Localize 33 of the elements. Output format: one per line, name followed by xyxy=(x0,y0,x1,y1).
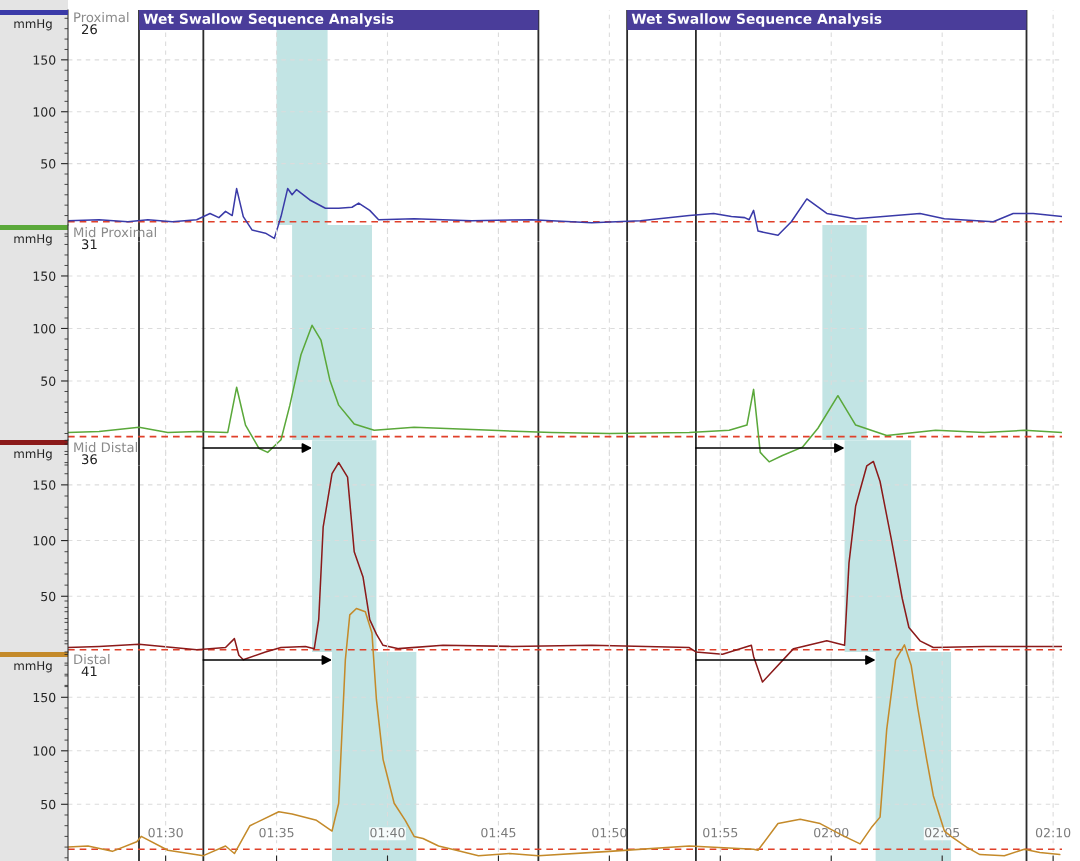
chart-title: Mid Distal xyxy=(74,442,138,453)
x-tick-label: 01:40 xyxy=(370,827,405,838)
line-series xyxy=(68,324,1062,463)
x-tick-label: 02:10 xyxy=(1035,827,1071,838)
text: 41 xyxy=(81,666,97,677)
y-axis-title: mmHg xyxy=(14,661,52,673)
text: 31 xyxy=(82,239,97,250)
y-tick-label: 50 xyxy=(41,376,56,386)
y-tick-label: 100 xyxy=(33,323,56,334)
text: 26 xyxy=(81,24,97,35)
x-tick-label: 01:35 xyxy=(259,827,294,838)
y-tick-label: 150 xyxy=(33,271,56,281)
line-series xyxy=(68,187,1062,240)
y-tick-label: 50 xyxy=(41,799,56,810)
y-tick-label: 100 xyxy=(33,107,56,117)
text: 36 xyxy=(82,454,97,465)
text: Distal xyxy=(74,654,110,665)
band-label: Wet Swallow Sequence Analysis xyxy=(143,13,394,27)
y-axis-title: mmHg xyxy=(14,449,52,461)
x-tick-label: 01:45 xyxy=(481,827,516,838)
y-tick-label: 50 xyxy=(41,591,56,602)
y-axis-title: mmHg xyxy=(14,19,52,31)
y-axis-title: mmHg xyxy=(14,234,52,246)
x-tick-label: 01:55 xyxy=(703,827,738,838)
chart-title: Proximal xyxy=(74,12,129,23)
y-tick-label: 150 xyxy=(33,480,56,490)
y-tick-label: 100 xyxy=(33,536,56,546)
y-tick-label: 150 xyxy=(33,55,56,65)
x-tick-label: 01:30 xyxy=(148,827,183,838)
band-label: Wet Swallow Sequence Analysis xyxy=(631,13,882,27)
y-tick-label: 150 xyxy=(33,692,56,703)
y-tick-label: 50 xyxy=(41,159,56,169)
y-tick-label: 100 xyxy=(33,746,56,756)
